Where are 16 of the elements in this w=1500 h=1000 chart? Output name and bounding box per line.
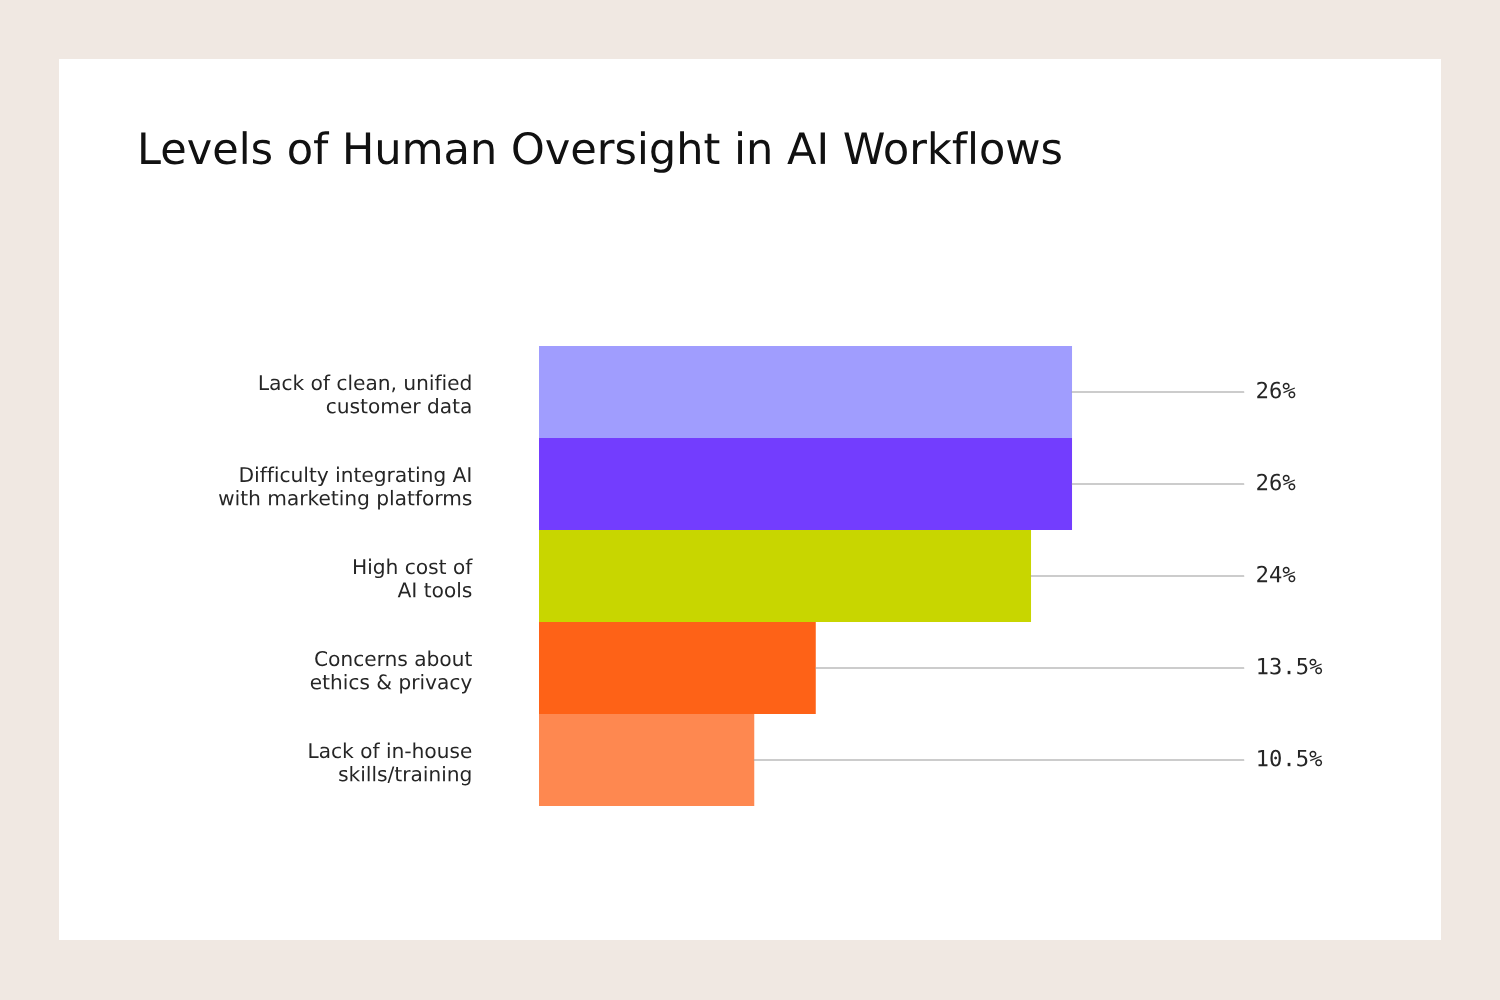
- data-label: 13.5%: [1258, 657, 1323, 675]
- y-tick-label: High cost of AI tools: [354, 558, 473, 598]
- bar: [539, 622, 816, 714]
- data-label: 24%: [1257, 565, 1296, 583]
- bar: [539, 530, 1032, 622]
- y-tick-label: Lack of in-house skills/training: [309, 742, 472, 786]
- data-label: 26%: [1257, 381, 1296, 399]
- data-label: 10.5%: [1258, 749, 1323, 767]
- y-tick-label: Concerns about ethics & privacy: [310, 650, 472, 694]
- chart-title: Levels of Human Oversight in AI Workflows: [141, 131, 1061, 173]
- bar: [539, 438, 1073, 530]
- y-tick-label: Difficulty integrating AI with marketing platforms: [219, 466, 472, 510]
- y-tick-label: Lack of clean, unified customer data: [259, 374, 471, 414]
- data-label: 26%: [1257, 473, 1296, 491]
- bar: [539, 714, 755, 806]
- bar: [539, 346, 1073, 438]
